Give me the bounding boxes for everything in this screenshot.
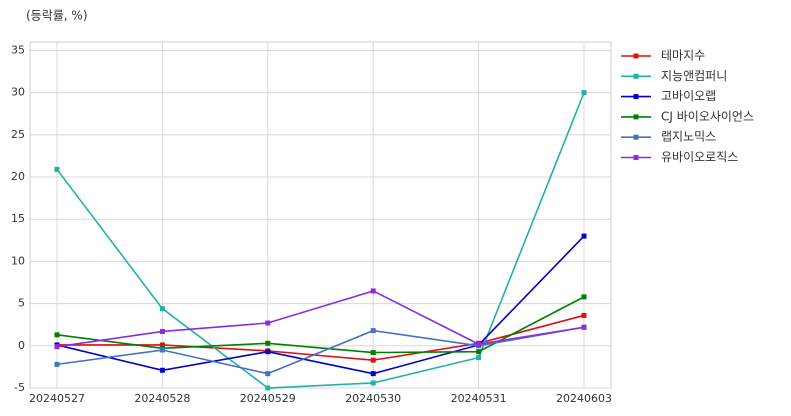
- legend-marker: [633, 114, 639, 120]
- legend-label: 지능앤컴퍼니: [661, 69, 727, 83]
- series-line: [56, 92, 585, 389]
- x-tick-label: 20240530: [345, 392, 401, 405]
- legend-marker: [633, 94, 639, 100]
- y-tick-label: 30: [11, 86, 25, 99]
- y-tick-label: 25: [11, 128, 25, 141]
- legend-label: CJ 바이오사이언스: [661, 109, 754, 123]
- point: [581, 324, 587, 330]
- point: [54, 361, 60, 367]
- legend-label: 랩지노믹스: [661, 130, 716, 144]
- point: [476, 341, 482, 347]
- point: [476, 355, 482, 361]
- y-tick-label: 0: [18, 339, 25, 352]
- point: [370, 328, 376, 334]
- y-tick-label: 10: [11, 254, 25, 267]
- x-tick-label: 20240529: [240, 392, 296, 405]
- legend-label: 테마지수: [661, 49, 705, 63]
- point: [476, 349, 482, 355]
- point: [265, 320, 271, 326]
- point: [370, 350, 376, 356]
- y-tick-label: 5: [18, 297, 25, 310]
- series-line: [56, 290, 585, 348]
- y-tick-label: -5: [14, 381, 25, 394]
- y-tick-label: 15: [11, 212, 25, 225]
- legend-label: 유바이오로직스: [661, 150, 738, 164]
- point: [159, 306, 165, 312]
- series-line: [56, 326, 585, 375]
- x-tick-label: 20240603: [556, 392, 612, 405]
- point: [54, 344, 60, 350]
- legend-marker: [633, 134, 639, 140]
- point: [159, 328, 165, 334]
- point: [370, 357, 376, 363]
- point: [54, 166, 60, 172]
- point: [370, 380, 376, 386]
- point: [265, 349, 271, 355]
- point: [159, 342, 165, 348]
- point: [581, 294, 587, 300]
- point: [159, 347, 165, 353]
- point: [265, 385, 271, 391]
- point: [581, 233, 587, 239]
- legend-marker: [633, 53, 639, 59]
- series-line: [57, 314, 585, 361]
- point: [159, 367, 165, 373]
- point: [54, 332, 60, 338]
- point: [370, 371, 376, 377]
- y-tick-label: 35: [11, 43, 25, 56]
- legend-label: 고바이오랩: [661, 89, 716, 103]
- point: [265, 371, 271, 377]
- y-tick-label: 20: [11, 170, 25, 183]
- point: [265, 340, 271, 346]
- series-line: [56, 296, 585, 354]
- x-tick-label: 20240531: [451, 392, 507, 405]
- series-line: [56, 235, 585, 375]
- legend-marker: [633, 155, 639, 160]
- annotation: (등락률, %): [26, 9, 88, 23]
- x-tick-label: 20240528: [134, 392, 190, 405]
- point: [581, 312, 587, 318]
- legend-marker: [633, 73, 639, 79]
- point: [370, 288, 376, 294]
- point: [581, 90, 587, 96]
- x-tick-label: 20240527: [29, 392, 85, 405]
